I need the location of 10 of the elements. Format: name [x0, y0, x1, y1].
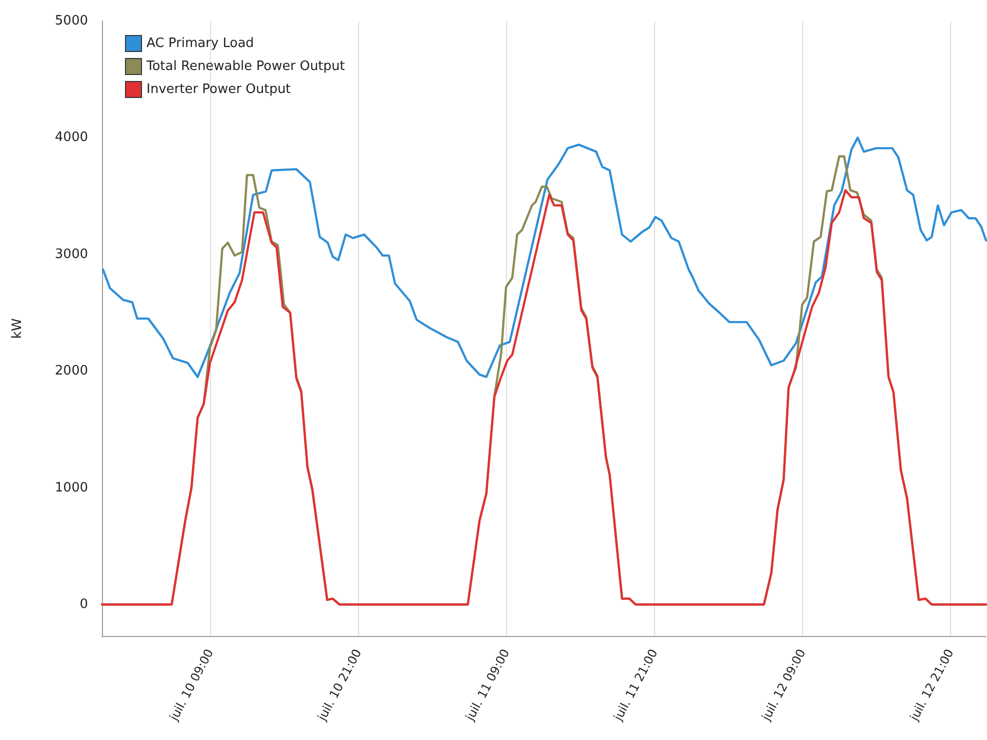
y-axis-title: kW: [10, 318, 25, 339]
y-tick-label: 3000: [54, 246, 88, 262]
y-tick-label: 5000: [54, 14, 88, 28]
y-tick-label: 0: [80, 596, 88, 612]
y-tick-label: 4000: [54, 130, 88, 146]
legend-label: Total Renewable Power Output: [146, 59, 345, 74]
legend-label: Inverter Power Output: [146, 82, 291, 97]
y-tick-label: 2000: [54, 364, 88, 379]
legend-label: AC Primary Load: [146, 36, 254, 51]
y-tick-label: 1000: [54, 480, 88, 496]
